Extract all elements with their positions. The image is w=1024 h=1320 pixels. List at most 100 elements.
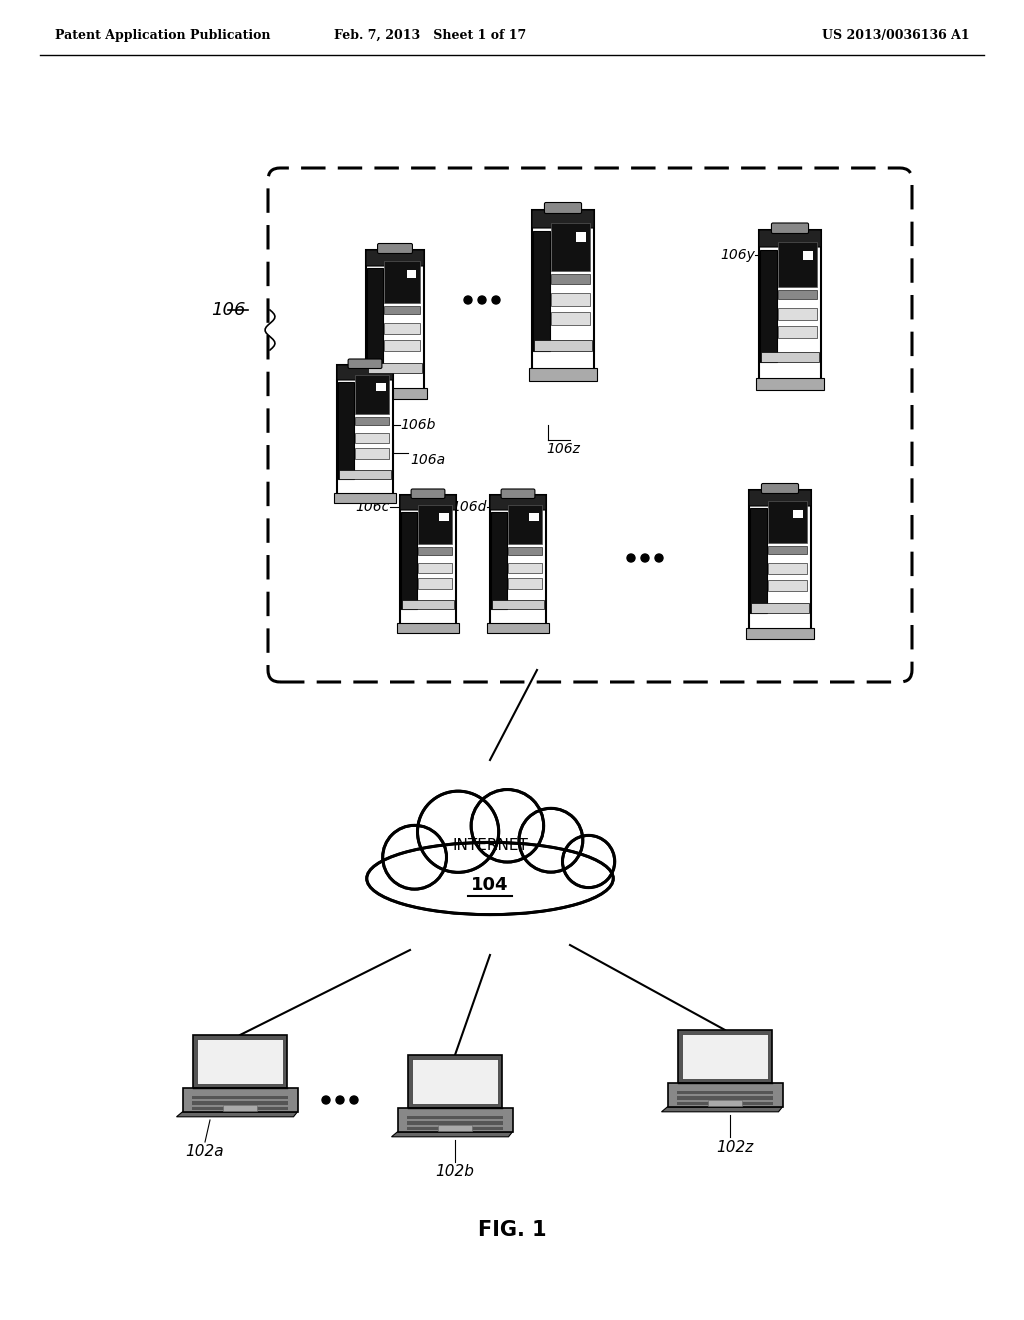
Circle shape (464, 296, 472, 304)
Bar (354, 433, 389, 444)
Circle shape (420, 795, 496, 870)
Bar (529, 513, 539, 521)
Bar (534, 339, 592, 351)
Circle shape (562, 836, 614, 887)
Text: 106z: 106z (546, 442, 580, 455)
Bar (400, 495, 456, 624)
Bar (418, 578, 452, 589)
Bar (508, 546, 542, 554)
Bar (803, 251, 813, 260)
Text: INTERNET: INTERNET (452, 837, 528, 853)
Bar (749, 490, 811, 630)
Ellipse shape (367, 842, 613, 915)
Bar (677, 1097, 773, 1100)
Bar (677, 1092, 773, 1094)
Circle shape (418, 791, 499, 873)
FancyBboxPatch shape (400, 495, 456, 510)
Circle shape (336, 1096, 344, 1104)
Bar (490, 495, 546, 624)
Text: 106b: 106b (400, 418, 435, 432)
Circle shape (471, 789, 544, 862)
Bar (759, 230, 821, 380)
Text: Patent Application Publication: Patent Application Publication (55, 29, 270, 41)
Bar (191, 1096, 289, 1100)
Bar (367, 268, 383, 374)
FancyBboxPatch shape (668, 1082, 782, 1106)
FancyBboxPatch shape (749, 490, 811, 506)
Text: 106x: 106x (756, 517, 791, 531)
Text: 106d: 106d (452, 500, 487, 513)
Bar (407, 1117, 504, 1119)
Text: 106a: 106a (410, 453, 445, 467)
Bar (768, 546, 807, 554)
FancyBboxPatch shape (397, 1107, 512, 1131)
Bar (551, 313, 590, 325)
FancyBboxPatch shape (532, 210, 594, 228)
Circle shape (492, 296, 500, 304)
Text: Feb. 7, 2013   Sheet 1 of 17: Feb. 7, 2013 Sheet 1 of 17 (334, 29, 526, 41)
Circle shape (655, 554, 663, 562)
Circle shape (519, 808, 583, 873)
Bar (529, 368, 597, 380)
Bar (354, 417, 389, 425)
Circle shape (350, 1096, 358, 1104)
Bar (508, 562, 542, 573)
FancyBboxPatch shape (337, 366, 393, 380)
FancyBboxPatch shape (408, 1055, 502, 1107)
Bar (682, 1035, 768, 1078)
Bar (768, 562, 807, 574)
Polygon shape (662, 1106, 782, 1111)
Bar (402, 601, 454, 610)
Bar (778, 308, 817, 319)
Bar (384, 323, 420, 334)
Bar (439, 513, 449, 521)
Bar (377, 383, 386, 391)
Text: 104: 104 (471, 876, 509, 894)
FancyBboxPatch shape (759, 230, 821, 247)
Bar (223, 1105, 257, 1111)
Circle shape (564, 837, 613, 886)
Ellipse shape (369, 843, 611, 913)
Bar (418, 562, 452, 573)
Bar (677, 1102, 773, 1105)
FancyBboxPatch shape (678, 1031, 772, 1082)
Bar (778, 290, 817, 300)
FancyBboxPatch shape (762, 483, 799, 494)
Bar (778, 242, 817, 286)
Bar (750, 508, 767, 614)
Bar (362, 388, 427, 399)
Text: 106c: 106c (355, 500, 390, 513)
FancyBboxPatch shape (348, 359, 382, 368)
Text: 102z: 102z (717, 1139, 754, 1155)
FancyBboxPatch shape (193, 1035, 287, 1088)
Polygon shape (391, 1131, 512, 1137)
Bar (384, 261, 420, 304)
Bar (492, 601, 544, 610)
Bar (384, 306, 420, 314)
Bar (337, 366, 393, 495)
Bar (397, 623, 459, 634)
Circle shape (385, 828, 444, 887)
Bar (551, 223, 590, 271)
Bar (761, 351, 819, 362)
Bar (708, 1100, 742, 1106)
Text: FIG. 1: FIG. 1 (477, 1220, 547, 1239)
FancyBboxPatch shape (545, 202, 582, 214)
Bar (384, 339, 420, 351)
Bar (487, 623, 549, 634)
Circle shape (322, 1096, 330, 1104)
Bar (768, 502, 807, 544)
Bar (746, 628, 814, 639)
Bar (551, 293, 590, 306)
Bar (793, 510, 803, 517)
Bar (760, 249, 777, 362)
Bar (354, 375, 389, 414)
Text: 102a: 102a (185, 1144, 224, 1159)
FancyBboxPatch shape (378, 243, 413, 253)
Polygon shape (176, 1111, 298, 1117)
Bar (368, 363, 422, 374)
Bar (334, 492, 396, 503)
Bar (191, 1101, 289, 1105)
Circle shape (521, 810, 581, 870)
Bar (534, 231, 550, 351)
